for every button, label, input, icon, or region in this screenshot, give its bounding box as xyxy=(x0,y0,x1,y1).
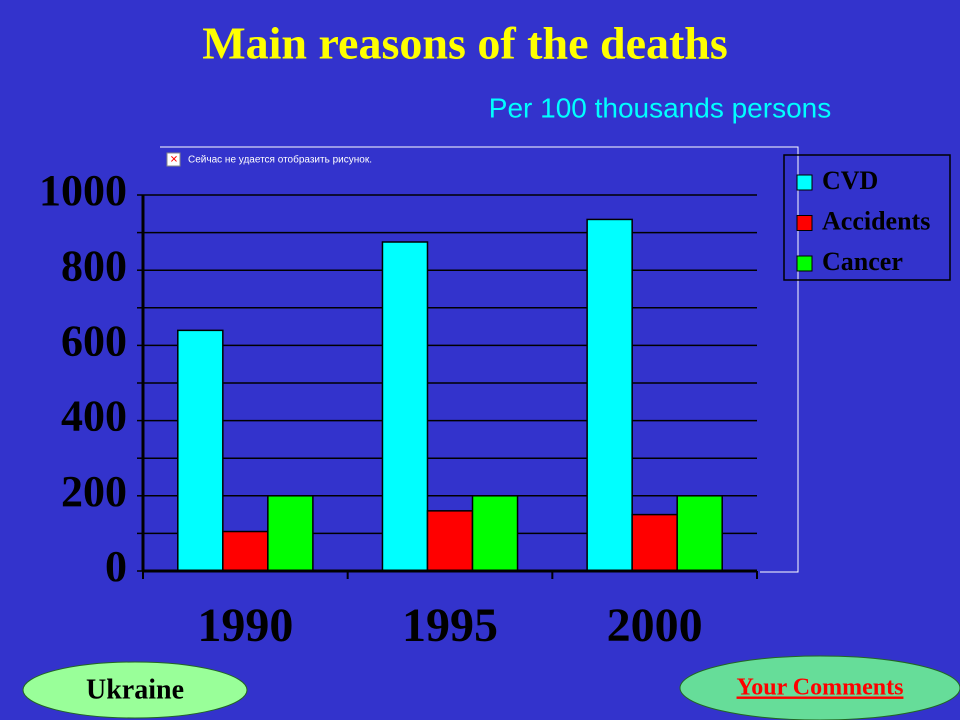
ukraine-button[interactable] xyxy=(22,661,248,719)
x-tick-label: 1990 xyxy=(197,599,293,652)
bar xyxy=(381,241,429,572)
image-placeholder-text: Сейчас не удается отобразить рисунок. xyxy=(188,154,372,166)
legend-swatch xyxy=(796,255,813,272)
bar xyxy=(177,329,224,572)
ukraine-label[interactable]: Ukraine xyxy=(86,674,184,705)
chart-title: Main reasons of the deaths xyxy=(202,18,728,69)
bar xyxy=(426,510,474,572)
x-tick-label: 1995 xyxy=(402,599,498,652)
y-tick-label: 0 xyxy=(105,542,127,591)
legend-box xyxy=(783,154,951,281)
broken-image-x: ✕ xyxy=(170,155,178,166)
comments-link[interactable]: Your Comments xyxy=(737,675,904,701)
y-tick-label: 200 xyxy=(61,467,127,516)
image-frame xyxy=(160,146,799,573)
bar xyxy=(586,218,633,572)
x-tick-label: 2000 xyxy=(607,599,703,652)
bar xyxy=(631,513,678,572)
y-tick-label: 1000 xyxy=(39,166,127,215)
y-tick-label: 800 xyxy=(61,241,127,290)
legend-label: Accidents xyxy=(822,206,930,235)
bar xyxy=(267,495,314,572)
y-tick-label: 600 xyxy=(61,316,127,365)
broken-image-icon xyxy=(166,152,181,167)
chart-subtitle: Per 100 thousands persons xyxy=(489,92,831,123)
bar xyxy=(471,495,519,572)
bar xyxy=(222,530,269,572)
legend-label: Cancer xyxy=(822,247,903,276)
y-tick-label: 400 xyxy=(61,392,127,441)
comments-button[interactable] xyxy=(679,655,960,720)
bar xyxy=(676,495,723,572)
legend-swatch xyxy=(796,215,813,231)
legend-swatch xyxy=(796,174,813,191)
legend-label: CVD xyxy=(822,166,878,195)
